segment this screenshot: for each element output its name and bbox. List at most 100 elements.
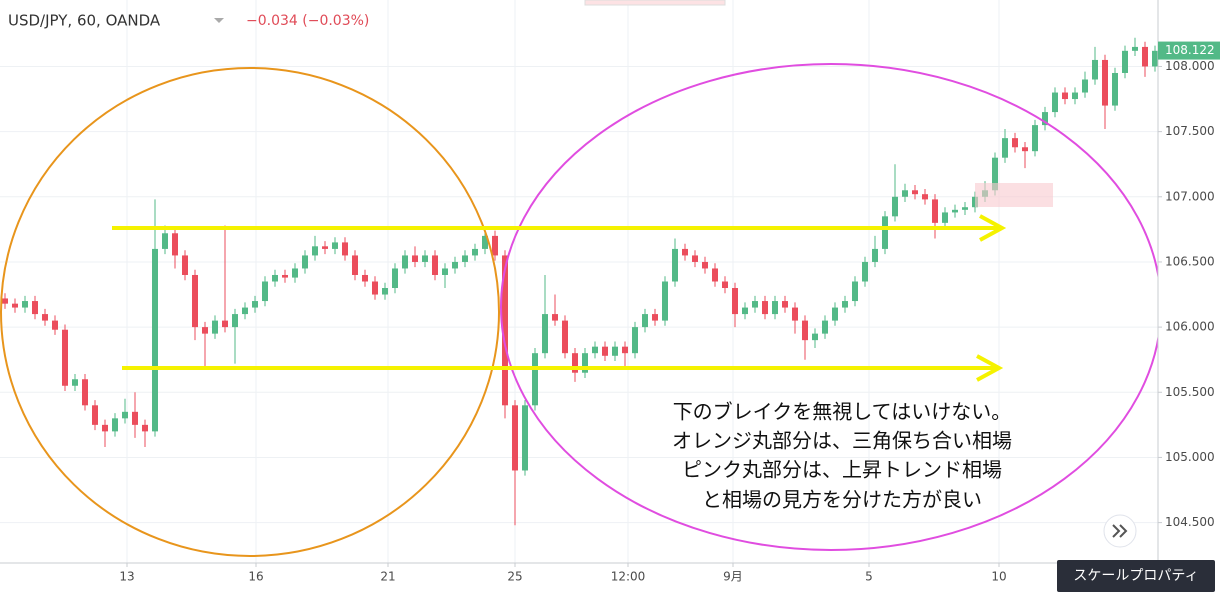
candle-body xyxy=(712,268,718,282)
candle-body xyxy=(682,248,688,256)
candle-body xyxy=(732,288,738,315)
candle-body xyxy=(622,346,628,354)
candle-body xyxy=(1152,50,1158,67)
candle-body xyxy=(492,235,498,256)
candle-body xyxy=(932,199,938,223)
candle-body xyxy=(992,157,998,191)
candle-body xyxy=(352,255,358,275)
y-tick-label: 108.000 xyxy=(1165,59,1215,73)
candle-body xyxy=(1012,138,1018,148)
candle-body xyxy=(472,248,478,256)
candle-body xyxy=(672,248,678,282)
y-tick-label: 106.500 xyxy=(1165,254,1215,268)
candle-body xyxy=(1122,50,1128,73)
arrow-head xyxy=(976,354,1004,382)
candle-body xyxy=(1042,112,1048,126)
candle-body xyxy=(572,353,578,373)
x-tick-label: 25 xyxy=(507,570,522,584)
candle-body xyxy=(52,320,58,330)
candle-body xyxy=(922,194,928,200)
candle-body xyxy=(1072,92,1078,100)
candle-body xyxy=(1112,72,1118,106)
candle-body xyxy=(642,314,648,328)
candle-body xyxy=(952,209,958,213)
candle-body xyxy=(902,190,908,197)
candle-body xyxy=(272,274,278,282)
candle-body xyxy=(62,329,68,386)
candle-body xyxy=(792,307,798,321)
candle-body xyxy=(462,255,468,262)
annotation-line: ピンク丸部分は、上昇トレンド相場 xyxy=(682,458,1002,482)
candle-body xyxy=(612,346,618,356)
candle-body xyxy=(182,255,188,275)
candle-body xyxy=(942,212,948,223)
y-tick-label: 104.500 xyxy=(1165,515,1215,529)
chart-title: USD/JPY, 60, OANDA xyxy=(8,12,161,30)
candle-body xyxy=(1142,46,1148,67)
y-tick-label: 105.500 xyxy=(1165,385,1215,399)
candle-body xyxy=(1052,92,1058,113)
candle-body xyxy=(842,301,848,308)
candle-body xyxy=(392,268,398,289)
candle-body xyxy=(82,379,88,406)
candle-body xyxy=(1062,92,1068,100)
candle-body xyxy=(212,320,218,334)
candle-body xyxy=(872,248,878,262)
candle-body xyxy=(522,405,528,471)
annotation-line: と相場の見方を分けた方が良い xyxy=(702,488,982,512)
candle-body xyxy=(802,320,808,341)
candle-body xyxy=(192,274,198,328)
scale-properties-button[interactable] xyxy=(1057,560,1215,592)
candle-body xyxy=(592,346,598,354)
candle-body xyxy=(632,327,638,354)
x-tick-label: 16 xyxy=(248,570,263,584)
candle-body xyxy=(402,255,408,269)
grid xyxy=(0,0,1158,563)
candle-body xyxy=(542,314,548,354)
candle-body xyxy=(752,301,758,308)
candle-body xyxy=(112,418,118,432)
candle-body xyxy=(92,405,98,425)
candle-body xyxy=(602,346,608,356)
candle-body xyxy=(812,333,818,341)
candle-body xyxy=(132,411,138,425)
y-tick-label: 105.000 xyxy=(1165,450,1215,464)
candle-body xyxy=(422,255,428,262)
candle-body xyxy=(782,301,788,308)
candle-body xyxy=(452,261,458,269)
candle-body xyxy=(882,216,888,249)
candle-body xyxy=(302,255,308,269)
candle-body xyxy=(502,255,508,406)
candle-body xyxy=(252,301,258,308)
candle-body xyxy=(772,301,778,315)
candle-body xyxy=(832,307,838,321)
x-tick-label: 12:00 xyxy=(611,570,646,584)
candle-body xyxy=(852,281,858,302)
candle-body xyxy=(72,379,78,386)
candle-body xyxy=(122,411,128,419)
candle-body xyxy=(22,301,28,308)
annotation: 下のブレイクを無視してはいけない。 オレンジ丸部分は、三角保ち合い相場 ピンク丸… xyxy=(672,400,1012,512)
candle-body xyxy=(532,353,538,406)
candle-body xyxy=(1082,79,1088,93)
x-tick-label: 9月 xyxy=(723,570,743,584)
axes: 104.500 105.000 105.500 106.000 106.500 107.0… xyxy=(119,41,1220,584)
candle-body xyxy=(262,281,268,302)
candle-body xyxy=(282,274,288,278)
annotation-line: 下のブレイクを無視してはいけない。 xyxy=(673,400,1012,424)
candle-body xyxy=(312,246,318,256)
candle-body xyxy=(862,261,868,282)
last-price-label: 108.122 xyxy=(1165,43,1215,57)
candles xyxy=(2,37,1158,526)
candle-body xyxy=(2,298,8,304)
scale-properties-label: スケールプロパティ xyxy=(1073,568,1198,584)
candle-body xyxy=(172,233,178,256)
annotation-line: オレンジ丸部分は、三角保ち合い相場 xyxy=(672,429,1012,453)
candle-body xyxy=(162,233,168,249)
candle-body xyxy=(822,320,828,334)
candle-body xyxy=(552,314,558,321)
candle-body xyxy=(442,268,448,275)
candle-body xyxy=(1022,147,1028,152)
y-tick-label: 107.000 xyxy=(1165,189,1215,203)
